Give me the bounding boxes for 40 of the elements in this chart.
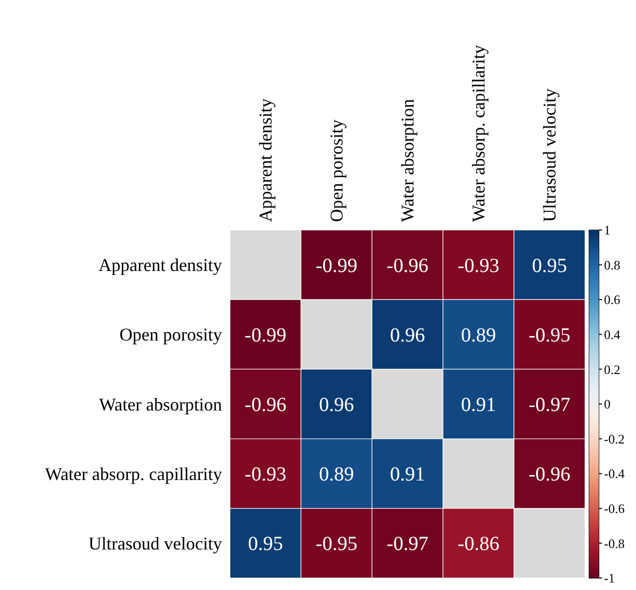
color-bar-label: -0.8	[604, 536, 625, 551]
data-label: -0.99	[244, 324, 286, 346]
data-label: -0.95	[528, 324, 570, 346]
data-label: -0.97	[386, 533, 428, 556]
data-label: -0.99	[316, 254, 358, 277]
color-bar-label: 0	[604, 396, 610, 412]
y-tick-label: Water absorption	[98, 394, 222, 414]
data-label: -0.96	[244, 394, 286, 416]
color-bar-label: -0.2	[604, 431, 625, 446]
data-label: 0.95	[248, 533, 283, 556]
color-bar-label: 1	[604, 222, 610, 238]
data-label: -0.96	[528, 464, 570, 486]
data-label: 0.96	[390, 324, 425, 346]
data-label: -0.93	[244, 464, 286, 486]
x-tick-label: Water absorp. capillarity	[468, 45, 488, 222]
color-bar-label: -0.4	[604, 466, 626, 482]
data-label: 0.89	[319, 464, 354, 486]
color-bar-label: 0.2	[604, 362, 620, 377]
color-bar-label: 0.6	[604, 292, 621, 308]
color-bar-label: 0.8	[604, 257, 620, 272]
x-tick-label: Open porosity	[326, 120, 346, 222]
data-label: -0.97	[528, 394, 570, 416]
data-label: 0.95	[532, 254, 567, 277]
y-tick-label: Apparent density	[98, 255, 222, 276]
data-label: 0.96	[319, 394, 354, 416]
data-label: -0.86	[458, 533, 500, 556]
y-tick-label: Water absorp. capillarity	[45, 464, 222, 484]
color-bar-label: 0.4	[604, 326, 621, 342]
color-bar-label: -1	[604, 570, 615, 586]
x-tick-label: Water absorption	[398, 98, 418, 222]
data-label: 0.89	[461, 324, 496, 346]
color-bar-label: -0.6	[604, 500, 626, 516]
data-label: -0.95	[316, 533, 358, 556]
data-label: -0.93	[458, 254, 500, 277]
data-label: 0.91	[390, 464, 425, 486]
data-label: 0.91	[461, 394, 496, 416]
x-tick-label: Ultrasoud velocity	[540, 88, 560, 222]
y-tick-label: Open porosity	[120, 324, 222, 345]
data-label: -0.96	[386, 254, 428, 277]
y-tick-label: Ultrasoud velocity	[88, 534, 222, 554]
